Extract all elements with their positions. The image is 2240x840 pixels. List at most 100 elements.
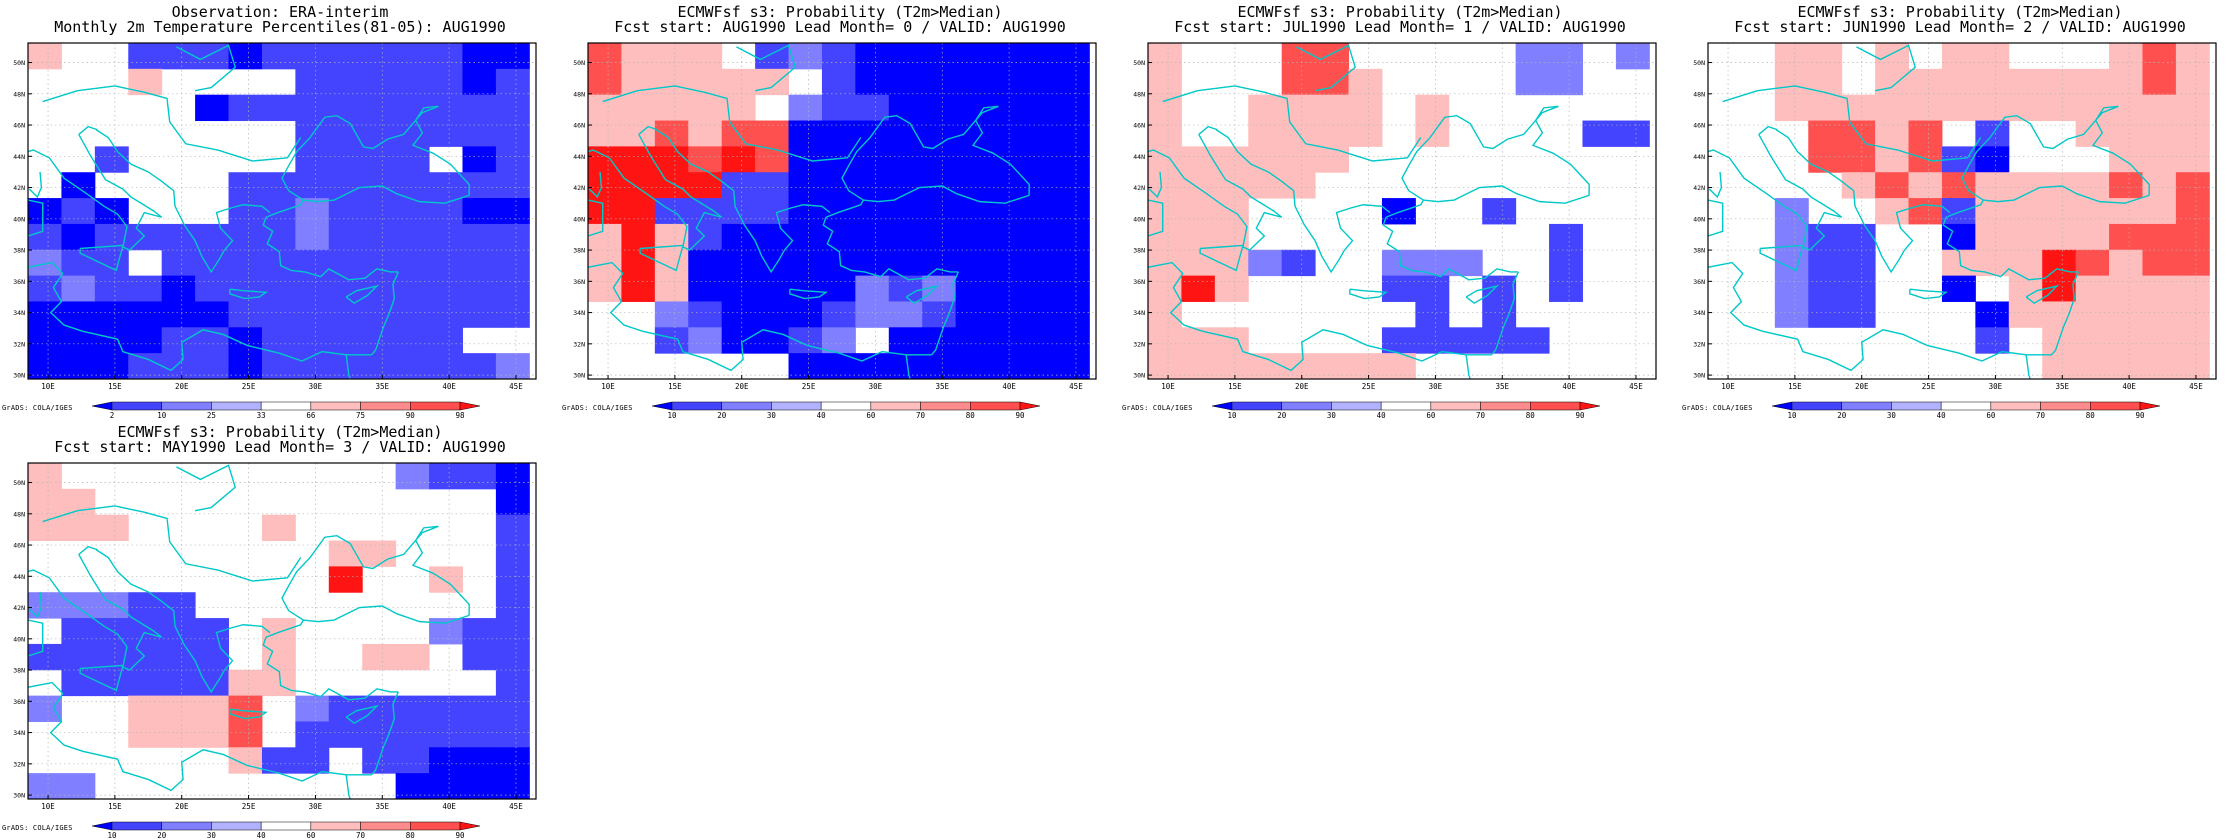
grid-cell: [755, 172, 790, 199]
panel-subtitle: Fcst start: JUN1990 Lead Month= 2 / VALI…: [1734, 18, 2186, 36]
grid-cell: [495, 301, 530, 328]
grid-cell: [788, 120, 823, 147]
shaded-cells: [28, 43, 530, 380]
grid-cell: [888, 43, 923, 70]
lat-tick-label: 46N: [573, 122, 585, 130]
grid-cell: [1515, 327, 1550, 354]
grid-cell: [1415, 327, 1450, 354]
coastline: [1465, 354, 1471, 379]
lat-tick-label: 48N: [1693, 90, 1705, 98]
grid-cell: [1908, 172, 1943, 199]
grid-cell: [161, 43, 196, 70]
grid-cell: [1281, 146, 1316, 173]
grid-cell: [2042, 223, 2077, 251]
grid-cell: [1214, 327, 1249, 354]
color-bar-box: [1791, 401, 1842, 411]
grid-cell: [621, 43, 656, 70]
grid-cell: [2008, 301, 2043, 328]
grid-cell: [855, 146, 890, 173]
grid-cell: [161, 695, 196, 722]
lon-tick-label: 20E: [735, 382, 749, 391]
coastline: [61, 0, 197, 2]
grid-cell: [495, 540, 530, 567]
coastline: [176, 44, 237, 92]
color-bar-end: [651, 401, 673, 411]
grid-cell: [395, 68, 430, 96]
grid-cell: [688, 301, 723, 328]
grid-cell: [495, 198, 530, 225]
grid-cell: [1281, 353, 1316, 380]
coastline: [1708, 171, 1723, 199]
grid-cell: [1615, 43, 1650, 70]
grid-cell: [495, 353, 530, 380]
grid-cell: [261, 198, 296, 225]
grid-cell: [61, 669, 96, 697]
grid-cell: [61, 773, 96, 800]
map-layers: 10E 15E 20E 25E 30E 35E 40E 45E 30N 32N 34N 36N 38N 4…: [1693, 0, 2217, 391]
grid-cell: [395, 172, 430, 199]
grid-cell: [2142, 275, 2177, 302]
grid-cell: [2109, 301, 2143, 328]
lat-tick-label: 36N: [13, 698, 25, 706]
grid-cell: [788, 249, 823, 277]
grid-cell: [2175, 172, 2210, 199]
grid-cell: [1181, 275, 1216, 302]
grid-cell: [495, 695, 530, 722]
grid-cell: [1875, 172, 1910, 199]
grid-cell: [228, 747, 263, 774]
coastline: [2215, 142, 2216, 144]
grid-cell: [28, 301, 62, 328]
lat-tick-label: 42N: [1133, 184, 1145, 192]
panel-title: ECMWFsf s3: Probability (T2m>Median): [117, 423, 443, 441]
lon-tick-label: 35E: [2055, 382, 2069, 391]
color-bar-box: [1331, 401, 1382, 411]
grid-cell: [721, 327, 756, 354]
grid-cell: [462, 249, 497, 277]
grid-lines: [28, 463, 536, 799]
map-layers: 10E 15E 20E 25E 30E 35E 40E 45E 30N 32N 34N 36N 38N 4…: [13, 462, 537, 811]
grid-cell: [61, 643, 96, 671]
grid-cell: [888, 68, 923, 96]
color-bar-end: [91, 821, 113, 831]
coastline: [28, 171, 43, 199]
grads-credit: GrADS: COLA/IGES: [2, 824, 73, 832]
grid-cell: [228, 223, 263, 251]
grid-cell: [495, 592, 530, 619]
lat-tick-label: 40N: [13, 215, 25, 223]
grid-cell: [1975, 172, 2010, 199]
grid-cell: [128, 68, 163, 96]
grid-cell: [362, 198, 397, 225]
panel-lead0: ECMWFsf s3: Probability (T2m>Median) Fcs…: [560, 0, 1120, 420]
grid-cell: [1482, 198, 1517, 225]
grid-cell: [2075, 275, 2110, 302]
grid-cell: [362, 146, 397, 173]
grid-cell: [2109, 249, 2143, 277]
coastline: [1385, 185, 1590, 218]
grid-cell: [462, 43, 497, 70]
grid-cell: [128, 327, 163, 354]
lon-tick-label: 20E: [1295, 382, 1309, 391]
grid-cell: [261, 747, 296, 774]
grid-cell: [1808, 43, 1843, 70]
lon-tick-label: 20E: [175, 382, 189, 391]
grid-cell: [1148, 172, 1182, 199]
color-bar-box: [211, 821, 262, 831]
color-bar-end: [459, 401, 481, 411]
grid-cell: [495, 172, 530, 199]
color-bar-label: 10: [1787, 411, 1797, 420]
grid-cell: [1941, 43, 1976, 70]
color-bar-end: [91, 401, 113, 411]
grid-cell: [688, 275, 723, 302]
map-figure: 10E 15E 20E 25E 30E 35E 40E 45E 30N 32N 34N 36N 38N 4…: [1693, 0, 2217, 420]
color-bar-box: [820, 401, 872, 411]
coastline: [1741, 0, 1877, 2]
lat-tick-label: 44N: [13, 153, 25, 161]
lat-tick-label: 36N: [1133, 278, 1145, 286]
grid-cell: [462, 747, 497, 774]
coastline: [1199, 244, 1244, 272]
grid-cell: [429, 249, 463, 277]
grid-cell: [1055, 327, 1090, 354]
grid-cell: [2175, 120, 2210, 147]
map-figure: 10E 15E 20E 25E 30E 35E 40E 45E 30N 32N 34N 36N 38N 4…: [573, 42, 1097, 420]
grid-cell: [1549, 43, 1583, 70]
